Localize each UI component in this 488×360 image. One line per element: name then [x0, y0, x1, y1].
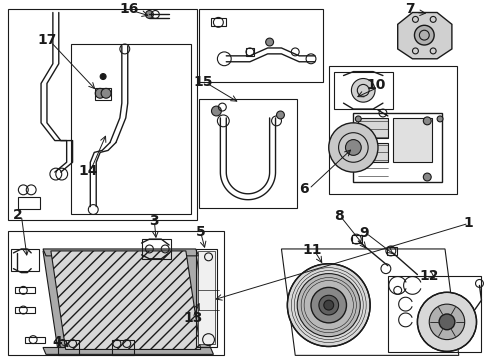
Bar: [70, 44, 190, 215]
Circle shape: [345, 140, 361, 156]
Polygon shape: [43, 249, 198, 256]
Bar: [16, 307, 35, 313]
Text: 9: 9: [359, 226, 368, 240]
Text: 4: 4: [52, 334, 61, 348]
Bar: [198, 99, 297, 208]
Bar: [95, 88, 111, 100]
Circle shape: [423, 173, 430, 181]
Circle shape: [414, 25, 433, 45]
Circle shape: [417, 292, 475, 351]
Text: 17: 17: [37, 33, 57, 47]
Polygon shape: [43, 251, 69, 350]
Text: 5: 5: [195, 225, 205, 239]
Text: 6: 6: [299, 182, 308, 196]
Bar: [19, 197, 40, 208]
Bar: [328, 66, 456, 194]
Bar: [392, 118, 431, 162]
Circle shape: [310, 287, 346, 323]
Polygon shape: [397, 13, 451, 59]
Text: 13: 13: [183, 311, 202, 325]
Polygon shape: [183, 251, 210, 350]
Text: 15: 15: [193, 76, 213, 89]
Bar: [210, 18, 226, 26]
Polygon shape: [43, 347, 213, 354]
Bar: [112, 339, 133, 355]
Circle shape: [318, 295, 338, 315]
Text: 10: 10: [366, 78, 385, 93]
Circle shape: [95, 88, 105, 98]
Circle shape: [265, 38, 273, 46]
Circle shape: [100, 73, 106, 80]
Text: 7: 7: [404, 1, 413, 15]
Bar: [58, 339, 80, 355]
Text: 1: 1: [463, 216, 472, 230]
Bar: [386, 247, 396, 255]
Bar: [387, 275, 481, 352]
Bar: [7, 9, 196, 220]
Bar: [198, 9, 322, 82]
Bar: [333, 72, 392, 109]
Bar: [141, 239, 171, 259]
Circle shape: [428, 304, 464, 339]
Bar: [11, 249, 39, 271]
Circle shape: [211, 106, 221, 116]
Circle shape: [328, 123, 377, 172]
Text: 11: 11: [302, 243, 321, 257]
Circle shape: [287, 264, 369, 346]
Bar: [16, 287, 35, 293]
Polygon shape: [51, 251, 200, 350]
Circle shape: [423, 117, 430, 125]
Text: 14: 14: [79, 164, 98, 178]
Bar: [358, 118, 387, 138]
Circle shape: [351, 78, 374, 102]
Bar: [25, 337, 45, 343]
Circle shape: [355, 116, 361, 122]
Text: 3: 3: [149, 214, 159, 228]
Bar: [352, 235, 362, 243]
Circle shape: [438, 314, 454, 330]
Bar: [358, 143, 387, 162]
Bar: [245, 48, 253, 56]
Text: 8: 8: [333, 210, 343, 224]
Bar: [353, 113, 441, 182]
Circle shape: [276, 111, 284, 119]
Text: 16: 16: [119, 1, 138, 15]
Bar: [195, 249, 217, 347]
Bar: [7, 231, 224, 355]
Circle shape: [323, 300, 333, 310]
Text: 12: 12: [419, 269, 438, 283]
Circle shape: [145, 10, 153, 18]
Circle shape: [436, 116, 442, 122]
Circle shape: [297, 274, 360, 337]
Bar: [197, 251, 215, 343]
Text: 2: 2: [13, 208, 22, 222]
Circle shape: [101, 88, 111, 98]
